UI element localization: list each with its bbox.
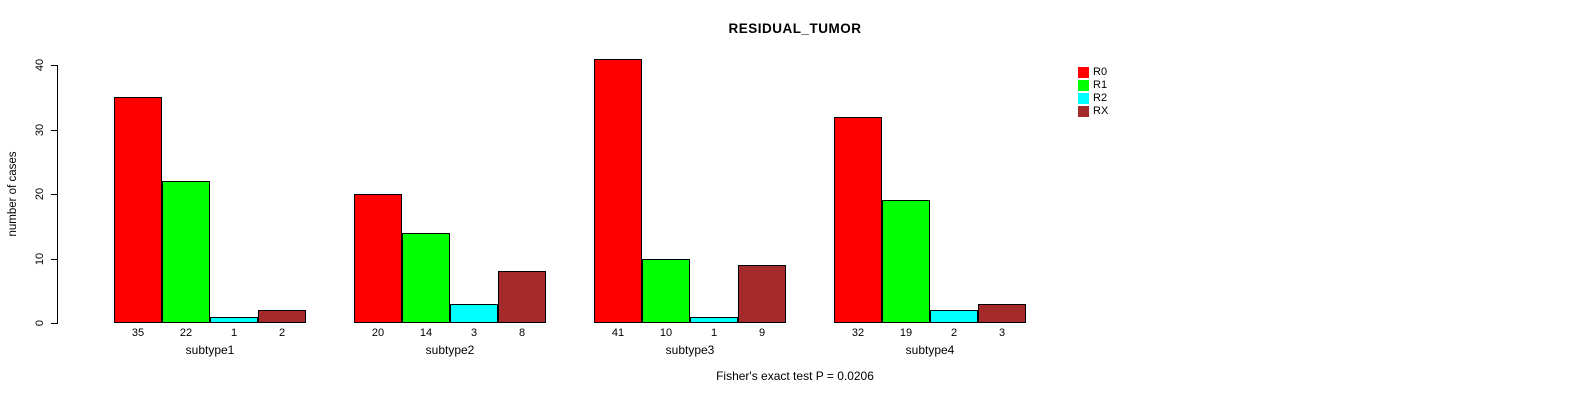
bar-R2-subtype3 xyxy=(690,316,738,323)
legend-swatch-RX xyxy=(1078,106,1089,117)
legend-item-label: R2 xyxy=(1093,92,1108,104)
chart-title: RESIDUAL_TUMOR xyxy=(728,21,862,36)
bar-R0-subtype3 xyxy=(594,58,642,323)
legend-item-label: R1 xyxy=(1093,79,1108,91)
bar-value-label: 14 xyxy=(419,327,433,339)
category-label-subtype1: subtype1 xyxy=(185,343,235,357)
legend-item-RX: RX xyxy=(1078,105,1108,118)
bar-value-label: 22 xyxy=(179,327,193,339)
bar-value-label: 20 xyxy=(371,327,385,339)
bar-R1-subtype1 xyxy=(162,181,210,323)
bar-RX-subtype3 xyxy=(738,264,786,323)
category-label-subtype2: subtype2 xyxy=(425,343,475,357)
bar-value-label: 9 xyxy=(758,327,766,339)
y-axis-tick-label: 20 xyxy=(34,187,46,201)
bar-R0-subtype1 xyxy=(114,97,162,323)
legend-item-R2: R2 xyxy=(1078,92,1108,105)
bar-value-label: 2 xyxy=(278,327,286,339)
bar-R1-subtype3 xyxy=(642,258,690,323)
y-axis-tick xyxy=(51,194,57,195)
bar-value-label: 2 xyxy=(950,327,958,339)
y-axis-tick xyxy=(51,129,57,131)
category-label-subtype3: subtype3 xyxy=(665,343,715,357)
legend-swatch-R2 xyxy=(1078,93,1089,104)
legend-swatch-R1 xyxy=(1078,80,1089,91)
legend-item-R0: R0 xyxy=(1078,66,1108,79)
category-label-subtype4: subtype4 xyxy=(905,343,955,357)
bar-value-label: 35 xyxy=(131,327,145,339)
y-axis-tick-label: 30 xyxy=(34,123,46,136)
y-axis-tick-label: 10 xyxy=(34,252,46,265)
y-axis-tick xyxy=(51,65,57,66)
legend-item-label: R0 xyxy=(1093,66,1108,78)
y-axis-tick-label: 40 xyxy=(34,58,46,72)
bar-R1-subtype4 xyxy=(882,200,930,323)
bar-value-label: 8 xyxy=(518,327,526,339)
bar-R2-subtype4 xyxy=(930,310,978,323)
bar-value-label: 3 xyxy=(470,327,478,339)
bar-R2-subtype1 xyxy=(210,316,258,323)
bar-value-label: 3 xyxy=(998,327,1006,339)
bar-R1-subtype2 xyxy=(402,232,450,323)
bar-RX-subtype1 xyxy=(258,310,306,323)
y-axis-tick-label: 0 xyxy=(34,319,46,327)
legend: R0 R1 R2 RX xyxy=(1078,66,1108,118)
bar-RX-subtype2 xyxy=(498,271,546,323)
bar-R0-subtype4 xyxy=(834,116,882,323)
bar-value-label: 19 xyxy=(899,327,913,339)
legend-swatch-R0 xyxy=(1078,67,1089,78)
bar-R0-subtype2 xyxy=(354,194,402,323)
bar-value-label: 41 xyxy=(611,327,625,339)
y-axis-line xyxy=(57,65,58,324)
y-axis-label: number of cases xyxy=(7,151,19,237)
bar-R2-subtype2 xyxy=(450,303,498,323)
y-axis-tick xyxy=(51,258,57,260)
bar-value-label: 10 xyxy=(659,327,673,339)
legend-item-R1: R1 xyxy=(1078,79,1108,92)
y-axis-tick xyxy=(51,323,57,324)
bar-value-label: 1 xyxy=(710,327,718,339)
bar-value-label: 1 xyxy=(230,327,238,339)
stat-annotation: Fisher's exact test P = 0.0206 xyxy=(716,369,874,383)
legend-item-label: RX xyxy=(1093,105,1109,117)
bar-RX-subtype4 xyxy=(978,303,1026,323)
bar-value-label: 32 xyxy=(851,327,865,339)
